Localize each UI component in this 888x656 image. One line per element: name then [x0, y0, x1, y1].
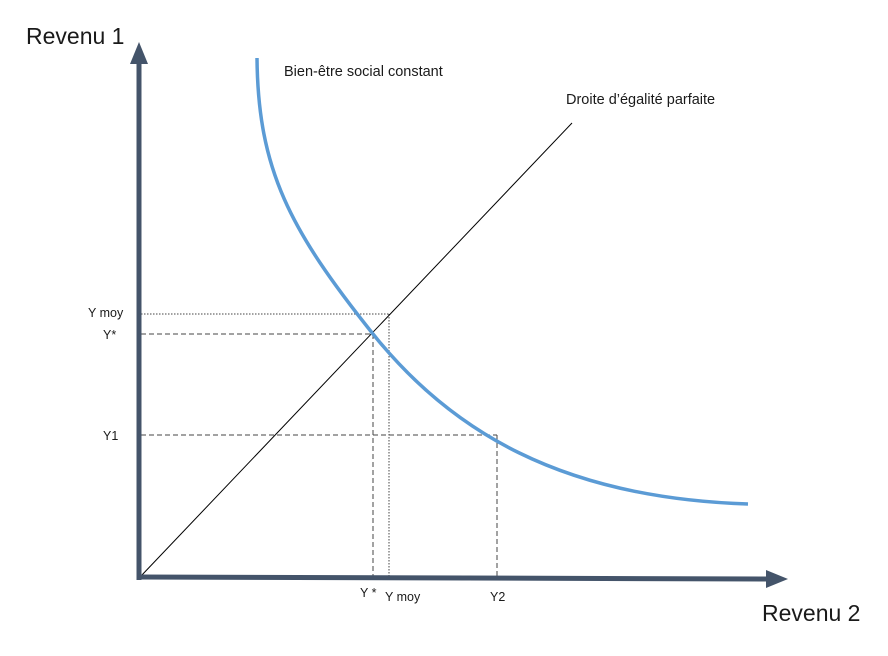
y-tick-y1: Y1: [103, 429, 118, 443]
x-axis-line: [136, 574, 771, 582]
y-axis-title: Revenu 1: [26, 23, 124, 49]
x-tick-y-star: Y *: [360, 586, 377, 600]
axes: [130, 42, 788, 588]
indifference-curve-label: Bien-être social constant: [284, 64, 443, 80]
equality-line-label: Droite d’égalité parfaite: [566, 92, 715, 108]
equality-line: [140, 122, 573, 577]
y-tick-y-moy: Y moy: [88, 306, 124, 320]
x-tick-y-moy: Y moy: [385, 590, 421, 604]
indifference-curve: [255, 57, 749, 506]
y-axis-arrow-icon: [130, 42, 148, 64]
guide-lines: [141, 313, 498, 576]
x-axis-title: Revenu 2: [762, 600, 860, 626]
y-tick-y-star: Y*: [103, 328, 116, 342]
x-tick-y2: Y2: [490, 590, 505, 604]
x-axis-arrow-icon: [766, 570, 788, 588]
